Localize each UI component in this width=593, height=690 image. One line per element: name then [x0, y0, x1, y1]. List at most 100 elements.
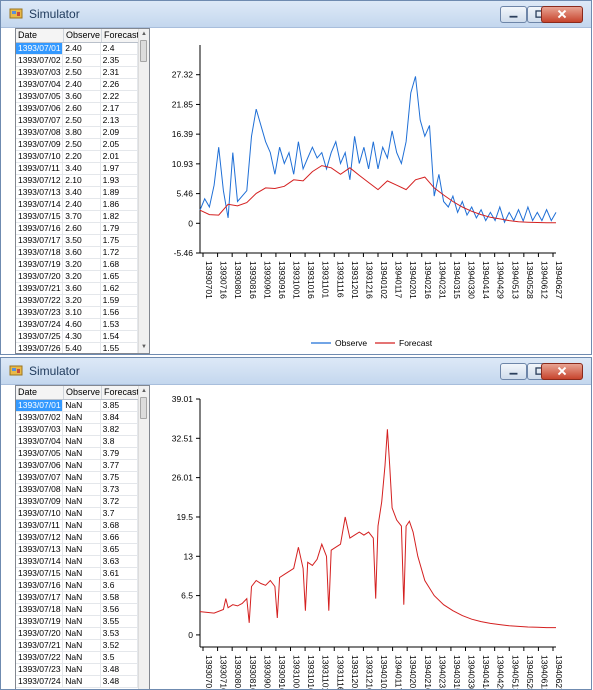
- table-row[interactable]: 1393/07/02 NaN 3.84: [16, 412, 138, 424]
- cell-observe[interactable]: NaN: [63, 448, 101, 459]
- table-row[interactable]: 1393/07/10 2.20 2.01: [16, 151, 138, 163]
- cell-date[interactable]: 1393/07/19: [16, 616, 64, 627]
- cell-observe[interactable]: 2.40: [63, 43, 101, 54]
- table-row[interactable]: 1393/07/13 3.40 1.89: [16, 187, 138, 199]
- cell-date[interactable]: 1393/07/03: [16, 424, 64, 435]
- scroll-thumb[interactable]: [140, 397, 147, 419]
- cell-date[interactable]: 1393/07/20: [16, 271, 64, 282]
- cell-forecast[interactable]: 1.79: [101, 223, 138, 234]
- cell-observe[interactable]: 2.50: [63, 139, 101, 150]
- cell-observe[interactable]: 3.20: [63, 271, 101, 282]
- cell-forecast[interactable]: 2.22: [101, 91, 138, 102]
- column-header-date[interactable]: Date: [16, 29, 64, 42]
- cell-date[interactable]: 1393/07/09: [16, 139, 64, 150]
- table-row[interactable]: 1393/07/03 2.50 2.31: [16, 67, 138, 79]
- cell-forecast[interactable]: 1.65: [101, 271, 138, 282]
- cell-date[interactable]: 1393/07/16: [16, 223, 64, 234]
- cell-date[interactable]: 1393/07/19: [16, 259, 64, 270]
- cell-forecast[interactable]: 3.73: [101, 484, 138, 495]
- cell-date[interactable]: 1393/07/18: [16, 604, 64, 615]
- table-row[interactable]: 1393/07/14 NaN 3.63: [16, 556, 138, 568]
- cell-forecast[interactable]: 3.52: [101, 640, 138, 651]
- cell-forecast[interactable]: 1.55: [101, 343, 138, 353]
- table-row[interactable]: 1393/07/07 2.50 2.13: [16, 115, 138, 127]
- scroll-up-icon[interactable]: ▲: [141, 31, 147, 37]
- cell-observe[interactable]: 5.40: [63, 343, 101, 353]
- table-row[interactable]: 1393/07/12 2.10 1.93: [16, 175, 138, 187]
- table-row[interactable]: 1393/07/15 NaN 3.61: [16, 568, 138, 580]
- cell-forecast[interactable]: 3.53: [101, 628, 138, 639]
- table-row[interactable]: 1393/07/17 3.50 1.75: [16, 235, 138, 247]
- cell-date[interactable]: 1393/07/22: [16, 652, 64, 663]
- cell-observe[interactable]: NaN: [63, 592, 101, 603]
- cell-date[interactable]: 1393/07/09: [16, 496, 64, 507]
- cell-observe[interactable]: 2.40: [63, 199, 101, 210]
- table-row[interactable]: 1393/07/07 NaN 3.75: [16, 472, 138, 484]
- cell-forecast[interactable]: 2.09: [101, 127, 138, 138]
- table-row[interactable]: 1393/07/06 2.60 2.17: [16, 103, 138, 115]
- table-row[interactable]: 1393/07/11 NaN 3.68: [16, 520, 138, 532]
- cell-observe[interactable]: NaN: [63, 436, 101, 447]
- cell-date[interactable]: 1393/07/23: [16, 307, 64, 318]
- cell-observe[interactable]: NaN: [63, 616, 101, 627]
- cell-observe[interactable]: NaN: [63, 568, 101, 579]
- table-row[interactable]: 1393/07/06 NaN 3.77: [16, 460, 138, 472]
- close-button[interactable]: [541, 6, 583, 23]
- cell-observe[interactable]: NaN: [63, 520, 101, 531]
- cell-date[interactable]: 1393/07/05: [16, 91, 64, 102]
- table-row[interactable]: 1393/07/18 3.60 1.72: [16, 247, 138, 259]
- cell-forecast[interactable]: 1.89: [101, 187, 138, 198]
- cell-date[interactable]: 1393/07/10: [16, 508, 64, 519]
- cell-observe[interactable]: NaN: [63, 556, 101, 567]
- cell-date[interactable]: 1393/07/21: [16, 283, 64, 294]
- cell-forecast[interactable]: 2.31: [101, 67, 138, 78]
- cell-observe[interactable]: 2.50: [63, 115, 101, 126]
- table-row[interactable]: 1393/07/20 3.20 1.65: [16, 271, 138, 283]
- table-row[interactable]: 1393/07/21 3.60 1.62: [16, 283, 138, 295]
- title-bar[interactable]: Simulator: [1, 358, 591, 385]
- cell-forecast[interactable]: 2.26: [101, 79, 138, 90]
- table-row[interactable]: 1393/07/25 4.30 1.54: [16, 331, 138, 343]
- table-row[interactable]: 1393/07/24 NaN 3.48: [16, 676, 138, 688]
- cell-date[interactable]: 1393/07/12: [16, 532, 64, 543]
- cell-date[interactable]: 1393/07/13: [16, 187, 64, 198]
- cell-date[interactable]: 1393/07/01: [16, 400, 64, 411]
- cell-observe[interactable]: NaN: [63, 472, 101, 483]
- table-row[interactable]: 1393/07/13 NaN 3.65: [16, 544, 138, 556]
- cell-observe[interactable]: NaN: [63, 664, 101, 675]
- title-bar[interactable]: Simulator: [1, 1, 591, 28]
- cell-observe[interactable]: NaN: [63, 412, 101, 423]
- cell-observe[interactable]: 4.30: [63, 331, 101, 342]
- cell-date[interactable]: 1393/07/03: [16, 67, 64, 78]
- cell-date[interactable]: 1393/07/08: [16, 484, 64, 495]
- cell-observe[interactable]: NaN: [63, 640, 101, 651]
- vertical-scrollbar[interactable]: ▲: [138, 386, 149, 689]
- cell-date[interactable]: 1393/07/20: [16, 628, 64, 639]
- cell-forecast[interactable]: 1.75: [101, 235, 138, 246]
- table-row[interactable]: 1393/07/09 2.50 2.05: [16, 139, 138, 151]
- cell-forecast[interactable]: 3.66: [101, 532, 138, 543]
- cell-forecast[interactable]: 3.72: [101, 496, 138, 507]
- table-row[interactable]: 1393/07/14 2.40 1.86: [16, 199, 138, 211]
- cell-forecast[interactable]: 2.35: [101, 55, 138, 66]
- cell-date[interactable]: 1393/07/07: [16, 472, 64, 483]
- table-row[interactable]: 1393/07/23 3.10 1.56: [16, 307, 138, 319]
- cell-forecast[interactable]: 3.48: [101, 676, 138, 687]
- cell-date[interactable]: 1393/07/24: [16, 676, 64, 687]
- column-header-observe[interactable]: Observe: [66, 386, 102, 399]
- cell-forecast[interactable]: 3.68: [101, 520, 138, 531]
- cell-forecast[interactable]: 1.54: [101, 331, 138, 342]
- cell-forecast[interactable]: 3.7: [101, 508, 138, 519]
- cell-forecast[interactable]: 3.63: [101, 556, 138, 567]
- cell-date[interactable]: 1393/07/13: [16, 544, 64, 555]
- cell-observe[interactable]: NaN: [63, 628, 101, 639]
- cell-date[interactable]: 1393/07/04: [16, 79, 64, 90]
- cell-observe[interactable]: 3.60: [63, 91, 101, 102]
- cell-forecast[interactable]: 3.82: [101, 424, 138, 435]
- cell-forecast[interactable]: 3.61: [101, 568, 138, 579]
- cell-date[interactable]: 1393/07/24: [16, 319, 64, 330]
- table-row[interactable]: 1393/07/20 NaN 3.53: [16, 628, 138, 640]
- cell-forecast[interactable]: 1.93: [101, 175, 138, 186]
- column-header-forecast[interactable]: Forecast: [104, 386, 140, 399]
- close-button[interactable]: [541, 363, 583, 380]
